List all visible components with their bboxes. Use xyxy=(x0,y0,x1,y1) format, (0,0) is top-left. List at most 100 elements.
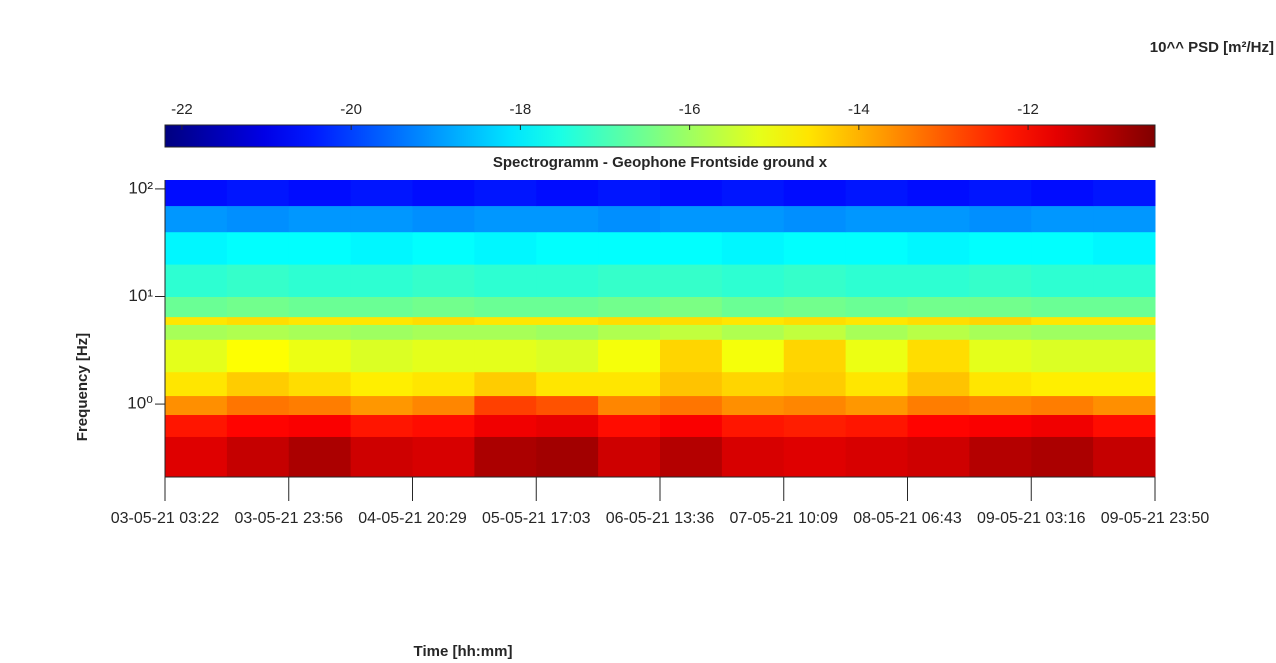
heatmap-cell xyxy=(1093,371,1156,397)
heatmap-cell xyxy=(598,339,661,373)
heatmap-cell xyxy=(783,436,847,478)
heatmap-cell xyxy=(907,436,970,478)
x-tick-label: 03-05-21 03:22 xyxy=(111,510,220,527)
heatmap-cell xyxy=(907,316,970,325)
heatmap-cell xyxy=(783,339,847,373)
heatmap-cell xyxy=(536,436,599,478)
heatmap-cell xyxy=(907,180,970,207)
heatmap-cell xyxy=(1031,324,1094,340)
heatmap-cell xyxy=(783,324,847,340)
heatmap-cell xyxy=(412,339,475,373)
heatmap-cell xyxy=(660,371,723,397)
heatmap-cell xyxy=(721,324,785,340)
heatmap-cell xyxy=(350,316,413,325)
heatmap-cell xyxy=(226,436,290,478)
heatmap-cell xyxy=(721,180,785,207)
heatmap-cell xyxy=(412,231,475,265)
heatmap-cell xyxy=(1093,231,1156,265)
heatmap-cell xyxy=(412,414,475,437)
heatmap-cell xyxy=(907,231,970,265)
heatmap-cell xyxy=(474,414,537,437)
heatmap-cell xyxy=(1093,296,1156,318)
heatmap-cell xyxy=(1093,316,1156,325)
heatmap-cell xyxy=(845,264,908,297)
heatmap-cell xyxy=(288,339,352,373)
heatmap-cell xyxy=(536,395,599,416)
heatmap-cell xyxy=(288,414,352,437)
heatmap-cell xyxy=(474,316,537,325)
heatmap-cell xyxy=(474,264,537,297)
heatmap-cell xyxy=(969,180,1032,207)
heatmap-cell xyxy=(1093,180,1156,207)
heatmap-cell xyxy=(474,231,537,265)
heatmap-cell xyxy=(660,231,723,265)
heatmap-cell xyxy=(226,264,290,297)
heatmap-cell xyxy=(969,371,1032,397)
heatmap-cell xyxy=(721,205,785,233)
heatmap-cell xyxy=(350,436,413,478)
heatmap-cell xyxy=(598,395,661,416)
heatmap-cell xyxy=(969,205,1032,233)
heatmap-cell xyxy=(969,296,1032,318)
heatmap-cell xyxy=(660,395,723,416)
heatmap-cell xyxy=(165,264,228,297)
heatmap-cell xyxy=(412,395,475,416)
heatmap-cell xyxy=(350,324,413,340)
heatmap-cell xyxy=(721,436,785,478)
heatmap-cell xyxy=(598,316,661,325)
heatmap-cell xyxy=(721,296,785,318)
heatmap-cell xyxy=(598,296,661,318)
heatmap-cell xyxy=(1031,339,1094,373)
heatmap-cell xyxy=(845,231,908,265)
heatmap-cell xyxy=(1093,264,1156,297)
heatmap-cell xyxy=(783,414,847,437)
colorbar-tick-label: -20 xyxy=(340,101,362,118)
heatmap-cell xyxy=(660,316,723,325)
colorbar-label: 10^^ PSD [m²/Hz] xyxy=(1150,39,1274,56)
heatmap-cell xyxy=(660,264,723,297)
heatmap-cell xyxy=(350,371,413,397)
heatmap-cell xyxy=(536,231,599,265)
heatmap-cell xyxy=(783,205,847,233)
x-tick-label: 05-05-21 17:03 xyxy=(482,510,591,527)
x-tick-label: 04-05-21 20:29 xyxy=(358,510,467,527)
heatmap-cell xyxy=(969,316,1032,325)
chart-title: Spectrogramm - Geophone Frontside ground… xyxy=(493,154,828,171)
y-tick-label: 10² xyxy=(128,178,153,197)
heatmap-cell xyxy=(598,436,661,478)
heatmap-cell xyxy=(721,316,785,325)
heatmap-cell xyxy=(165,316,228,325)
heatmap-cell xyxy=(783,180,847,207)
heatmap-cell xyxy=(165,414,228,437)
heatmap-cell xyxy=(165,395,228,416)
heatmap-cell xyxy=(226,231,290,265)
heatmap-cell xyxy=(226,316,290,325)
heatmap-cell xyxy=(474,371,537,397)
heatmap-cell xyxy=(474,296,537,318)
x-tick-label: 03-05-21 23:56 xyxy=(234,510,343,527)
heatmap-cell xyxy=(907,371,970,397)
colorbar-tick-label: -14 xyxy=(848,101,870,118)
heatmap-cell xyxy=(660,205,723,233)
heatmap-cell xyxy=(1031,414,1094,437)
heatmap-cell xyxy=(845,205,908,233)
heatmap-cell xyxy=(598,324,661,340)
heatmap-cell xyxy=(288,316,352,325)
heatmap-cell xyxy=(536,296,599,318)
heatmap-cell xyxy=(350,395,413,416)
heatmap-cell xyxy=(288,231,352,265)
heatmap-cell xyxy=(907,205,970,233)
heatmap-cell xyxy=(845,296,908,318)
heatmap-cell xyxy=(907,264,970,297)
heatmap-cell xyxy=(474,436,537,478)
heatmap-cell xyxy=(412,180,475,207)
colorbar xyxy=(164,124,1156,148)
heatmap-cell xyxy=(907,395,970,416)
heatmap-cell xyxy=(1093,414,1156,437)
heatmap-cell xyxy=(350,205,413,233)
heatmap-cell xyxy=(660,324,723,340)
x-tick-label: 09-05-21 23:50 xyxy=(1101,510,1210,527)
y-axis-label: Frequency [Hz] xyxy=(74,333,91,441)
heatmap-cell xyxy=(536,180,599,207)
heatmap-cell xyxy=(226,339,290,373)
